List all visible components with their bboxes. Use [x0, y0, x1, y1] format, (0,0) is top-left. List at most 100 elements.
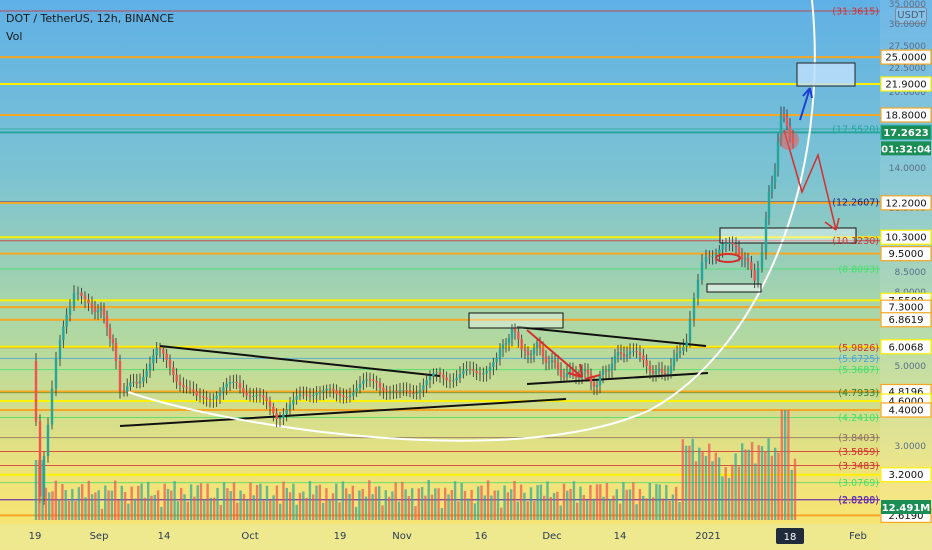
volume-bar — [64, 489, 67, 520]
candle — [648, 365, 652, 371]
candle — [258, 394, 262, 396]
volume-bar — [430, 494, 434, 520]
volume-bar — [147, 481, 150, 520]
volume-bar — [477, 486, 480, 520]
candle — [185, 387, 188, 389]
candle — [385, 390, 388, 392]
candle — [435, 372, 438, 374]
candle — [495, 357, 498, 363]
candle — [651, 370, 655, 374]
price-flag — [880, 76, 932, 92]
volume-bar — [434, 488, 437, 520]
volume-bar — [193, 496, 196, 520]
volume-bar — [777, 452, 780, 520]
x-tick-label: 19 — [29, 531, 42, 542]
candle — [155, 347, 158, 356]
volume-bar — [750, 441, 754, 520]
candle — [62, 326, 65, 341]
candle — [126, 386, 129, 393]
candle — [178, 381, 182, 386]
volume-bar — [288, 492, 292, 520]
volume-flag — [881, 500, 931, 514]
volume-bar — [341, 481, 345, 520]
candle — [462, 370, 465, 375]
candle — [507, 338, 511, 343]
current-date-marker — [776, 528, 804, 544]
volume-bar — [414, 506, 417, 520]
volume-bar — [463, 490, 467, 520]
candle — [520, 339, 523, 350]
candle — [562, 376, 566, 378]
candle — [468, 369, 472, 371]
candle — [504, 342, 508, 345]
candle — [212, 398, 215, 400]
price-axis — [880, 0, 932, 550]
symbol-title[interactable]: DOT / TetherUS, 12h, BINANCE — [6, 12, 175, 25]
volume-indicator-label[interactable]: Vol — [6, 30, 23, 43]
candle — [711, 255, 714, 257]
y-tick-label: 27.5000 — [889, 42, 926, 52]
candle — [335, 390, 338, 394]
volume-bar — [734, 453, 737, 520]
candle — [601, 370, 605, 376]
volume-bar — [387, 496, 391, 520]
volume-bar — [272, 495, 275, 520]
volume-bar — [381, 505, 384, 520]
candle — [498, 349, 502, 358]
volume-bar — [378, 486, 381, 520]
candle — [248, 395, 252, 397]
volume-bar — [404, 489, 407, 520]
volume-bar — [717, 457, 721, 520]
candle — [50, 388, 54, 425]
volume-bar — [351, 485, 354, 520]
candle — [482, 373, 485, 375]
volume-bar — [104, 485, 107, 520]
candle — [586, 369, 590, 375]
candle — [607, 370, 611, 372]
volume-bar — [140, 483, 143, 520]
candle — [34, 361, 38, 422]
volume-bar — [361, 489, 364, 520]
volume-bar — [117, 500, 120, 520]
volume-bar — [605, 482, 609, 520]
trend-line — [516, 326, 707, 347]
volume-bar — [127, 503, 130, 520]
candle — [388, 391, 392, 393]
candle — [395, 391, 398, 393]
volume-bar — [536, 485, 539, 520]
candle — [111, 338, 115, 343]
volume-bar — [622, 482, 625, 520]
volume-bar — [585, 500, 589, 520]
x-tick-label: Nov — [392, 531, 412, 542]
volume-bar — [335, 483, 338, 520]
candle — [724, 243, 728, 245]
level-tag: (5.9826) — [838, 343, 879, 354]
candle — [672, 357, 676, 367]
currency-button[interactable]: USDT — [895, 7, 927, 24]
candle — [208, 399, 212, 401]
candle — [348, 395, 352, 398]
volume-bar — [100, 508, 104, 520]
volume-bar — [500, 507, 503, 520]
volume-bar — [552, 492, 556, 520]
candle — [760, 252, 764, 268]
volume-bar — [701, 450, 704, 520]
candle — [165, 353, 168, 360]
volume-bar — [589, 484, 592, 520]
consolidation-box — [706, 283, 762, 293]
volume-bar — [222, 482, 226, 520]
candle — [728, 242, 731, 244]
candle — [642, 355, 645, 361]
candle — [750, 261, 753, 271]
volume-bar — [780, 410, 783, 520]
volume-bar — [675, 486, 678, 520]
candle — [298, 394, 302, 397]
candle — [613, 355, 617, 364]
candle — [770, 182, 774, 192]
candle — [445, 377, 448, 381]
volume-bar — [285, 487, 288, 520]
candle — [132, 381, 135, 383]
candle — [242, 388, 245, 393]
candle — [475, 370, 478, 374]
